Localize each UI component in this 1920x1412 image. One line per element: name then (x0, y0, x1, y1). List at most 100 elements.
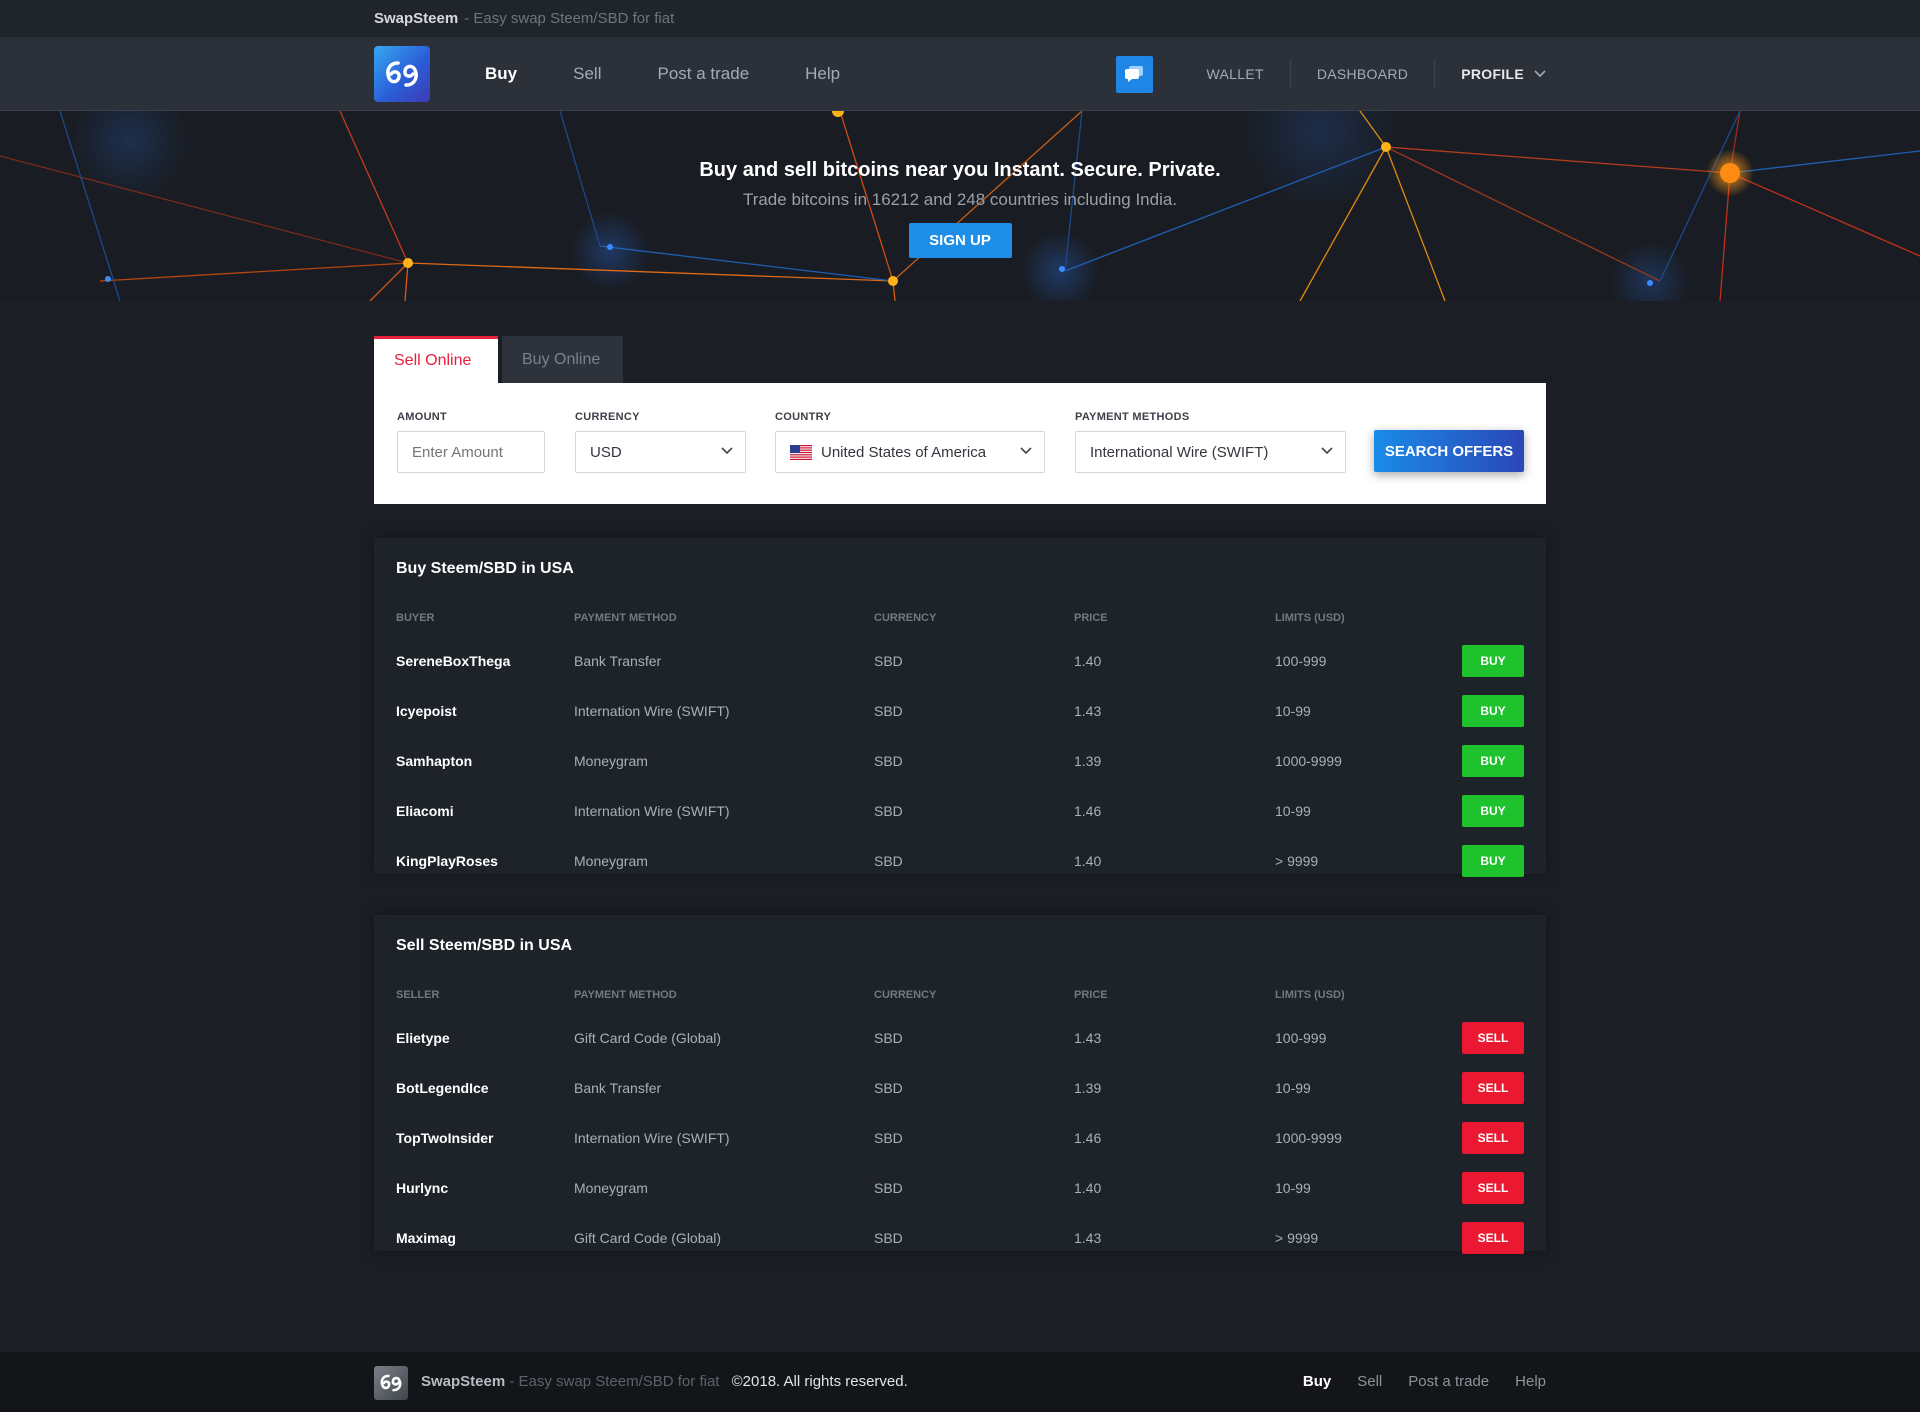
trader-name[interactable]: TopTwoInsider (396, 1130, 494, 1146)
header-limits: LIMITS (USD) (1275, 989, 1345, 1001)
footer-link-buy[interactable]: Buy (1302, 1373, 1332, 1390)
sell-button[interactable]: SELL (1462, 1022, 1524, 1054)
payment-method: Internation Wire (SWIFT) (574, 1130, 730, 1146)
chevron-down-icon (1534, 70, 1546, 78)
trader-name[interactable]: Eliacomi (396, 803, 454, 819)
footer-link-sell[interactable]: Sell (1357, 1373, 1383, 1390)
amount-input[interactable] (397, 431, 545, 473)
buy-button[interactable]: BUY (1462, 795, 1524, 827)
footer: SwapSteem - Easy swap Steem/SBD for fiat… (0, 1352, 1920, 1412)
chat-icon[interactable] (1115, 55, 1153, 93)
buy-button[interactable]: BUY (1462, 845, 1524, 877)
tab-sell-online[interactable]: Sell Online (374, 336, 498, 383)
footer-logo-icon[interactable] (374, 1366, 408, 1400)
profile-label: PROFILE (1461, 66, 1524, 82)
payment-method: Bank Transfer (574, 653, 662, 669)
price-cell: 1.40 (1074, 853, 1102, 869)
limits-cell: > 9999 (1275, 1230, 1319, 1246)
buy-button[interactable]: BUY (1462, 645, 1524, 677)
currency-cell: SBD (874, 703, 903, 719)
chevron-down-icon (1020, 447, 1032, 455)
price-cell: 1.40 (1074, 653, 1102, 669)
header-seller: SELLER (396, 989, 440, 1001)
buy-button[interactable]: BUY (1462, 745, 1524, 777)
trade-tabs: Sell Online Buy Online (374, 336, 623, 383)
buy-rows: SereneBoxThega Bank Transfer SBD 1.40 100-99… (374, 636, 1546, 886)
search-offers-button[interactable]: SEARCH OFFERS (1374, 430, 1524, 472)
currency-cell: SBD (874, 753, 903, 769)
trader-name[interactable]: Hurlync (396, 1180, 449, 1196)
payment-method: Bank Transfer (574, 1080, 662, 1096)
buy-table-title: Buy Steem/SBD in USA (396, 560, 574, 577)
tab-buy-online[interactable]: Buy Online (502, 336, 623, 383)
site-brand[interactable]: SwapSteem (374, 10, 459, 27)
footer-link-post-trade[interactable]: Post a trade (1408, 1373, 1490, 1390)
trader-name[interactable]: BotLegendIce (396, 1080, 489, 1096)
country-label: COUNTRY (775, 411, 832, 423)
price-cell: 1.46 (1074, 803, 1102, 819)
nav-sell[interactable]: Sell (573, 63, 602, 83)
wallet-link[interactable]: WALLET (1181, 59, 1291, 89)
signup-button[interactable]: SIGN UP (908, 223, 1012, 258)
payment-method: Internation Wire (SWIFT) (574, 803, 730, 819)
site-tagline: - Easy swap Steem/SBD for fiat (464, 10, 675, 27)
trader-name[interactable]: Elietype (396, 1030, 450, 1046)
trader-name[interactable]: Samhapton (396, 753, 473, 769)
currency-select[interactable]: USD (575, 431, 746, 473)
currency-cell: SBD (874, 803, 903, 819)
sell-button[interactable]: SELL (1462, 1072, 1524, 1104)
nav-help[interactable]: Help (805, 63, 841, 83)
header-payment-method: PAYMENT METHOD (574, 989, 677, 1001)
profile-menu[interactable]: PROFILE (1435, 59, 1546, 89)
limits-cell: 10-99 (1275, 1080, 1311, 1096)
sell-button[interactable]: SELL (1462, 1222, 1524, 1254)
payment-method: Internation Wire (SWIFT) (574, 703, 730, 719)
country-select[interactable]: United States of America (775, 431, 1045, 473)
currency-cell: SBD (874, 1180, 903, 1196)
amount-label: AMOUNT (397, 411, 448, 423)
currency-cell: SBD (874, 1030, 903, 1046)
payment-method: Gift Card Code (Global) (574, 1030, 722, 1046)
payment-method: Moneygram (574, 753, 648, 769)
footer-link-help[interactable]: Help (1515, 1373, 1546, 1390)
table-header: BUYER PAYMENT METHOD CURRENCY PRICE LIMI… (374, 600, 1546, 636)
limits-cell: > 9999 (1275, 853, 1319, 869)
currency-cell: SBD (874, 1130, 903, 1146)
logo-icon[interactable] (374, 45, 430, 102)
chevron-down-icon (1321, 447, 1333, 455)
limits-cell: 1000-9999 (1275, 753, 1342, 769)
limits-cell: 1000-9999 (1275, 1130, 1342, 1146)
header-currency: CURRENCY (874, 989, 937, 1001)
nav-post-trade[interactable]: Post a trade (657, 63, 750, 83)
us-flag-icon (790, 444, 812, 460)
amount-field: AMOUNT (397, 411, 545, 473)
price-cell: 1.40 (1074, 1180, 1102, 1196)
limits-cell: 100-999 (1275, 1030, 1327, 1046)
table-row: Maximag Gift Card Code (Global) SBD 1.43 > 9… (374, 1213, 1546, 1263)
header-price: PRICE (1074, 612, 1108, 624)
sell-button[interactable]: SELL (1462, 1122, 1524, 1154)
payment-select[interactable]: International Wire (SWIFT) (1075, 431, 1346, 473)
dashboard-link[interactable]: DASHBOARD (1291, 59, 1436, 89)
sell-button[interactable]: SELL (1462, 1172, 1524, 1204)
price-cell: 1.46 (1074, 1130, 1102, 1146)
trader-name[interactable]: KingPlayRoses (396, 853, 498, 869)
buy-button[interactable]: BUY (1462, 695, 1524, 727)
trader-name[interactable]: Icyepoist (396, 703, 457, 719)
currency-cell: SBD (874, 1080, 903, 1096)
price-cell: 1.39 (1074, 1080, 1102, 1096)
hero-subtitle: Trade bitcoins in 16212 and 248 countrie… (742, 190, 1178, 209)
hero-title: Buy and sell bitcoins near you Instant. … (699, 159, 1221, 181)
limits-cell: 100-999 (1275, 653, 1327, 669)
nav-buy[interactable]: Buy (485, 63, 518, 83)
payment-value: International Wire (SWIFT) (1090, 443, 1269, 461)
price-cell: 1.43 (1074, 703, 1102, 719)
currency-cell: SBD (874, 853, 903, 869)
nav-links: Buy Sell Post a trade Help (485, 64, 896, 84)
trader-name[interactable]: Maximag (396, 1230, 456, 1246)
table-row: Eliacomi Internation Wire (SWIFT) SBD 1.46 1… (374, 786, 1546, 836)
sell-table-title: Sell Steem/SBD in USA (396, 937, 573, 954)
sell-offers-table: Sell Steem/SBD in USA SELLER PAYMENT MET… (374, 915, 1546, 1254)
trader-name[interactable]: SereneBoxThega (396, 653, 511, 669)
payment-method: Gift Card Code (Global) (574, 1230, 722, 1246)
